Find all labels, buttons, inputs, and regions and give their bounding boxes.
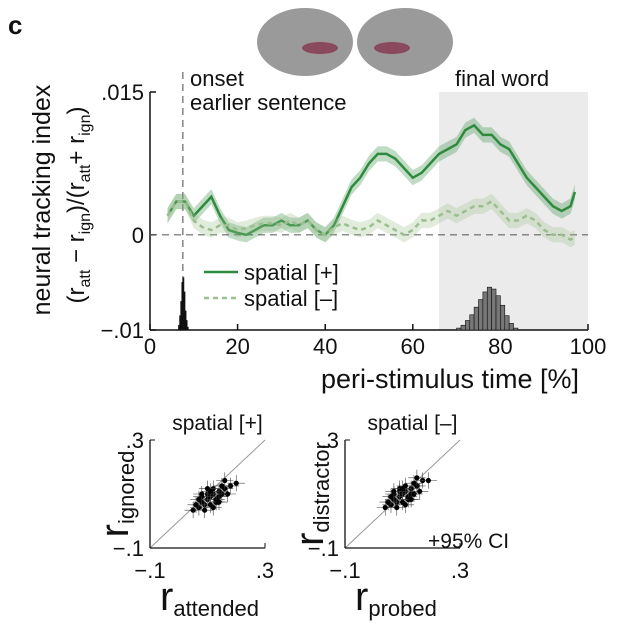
x-tick-label: 60 [401, 334, 425, 359]
y-tick-label: −.1 [308, 536, 339, 561]
y-tick-label: .3 [321, 428, 339, 453]
point [411, 480, 417, 486]
formula-part: + r [63, 136, 90, 165]
point [388, 494, 394, 500]
point [417, 488, 423, 494]
legend-label: spatial [+] [244, 260, 339, 285]
label-sub: ignored [114, 451, 139, 524]
label-main: r [288, 533, 332, 546]
y-tick-label: .015 [101, 80, 144, 105]
histogram-bar [482, 291, 488, 331]
x-tick-label: 0 [144, 334, 156, 359]
annotation: final word [455, 66, 549, 91]
histogram-bar [465, 320, 471, 331]
point [207, 488, 213, 494]
histogram-bar [495, 295, 501, 331]
formula-part: ign [77, 115, 94, 136]
x-tick-label: 40 [313, 334, 337, 359]
y-tick-label: 0 [132, 223, 144, 248]
formula-part: − r [63, 234, 90, 269]
formula-part: ) [63, 107, 90, 115]
point [394, 504, 400, 511]
x-tick-label: −.1 [134, 558, 165, 583]
histogram-bar [491, 288, 497, 331]
x-tick-label: −.1 [329, 558, 360, 583]
histogram-bar [508, 323, 514, 331]
y-axis-label: rdistractor [288, 442, 334, 546]
label-sub: attended [173, 596, 259, 621]
x-tick-label: 20 [225, 334, 249, 359]
point [193, 502, 199, 508]
label-main: r [93, 524, 137, 537]
scatter-title: spatial [–] [368, 412, 458, 435]
point [382, 504, 388, 511]
histogram-bar [486, 286, 492, 331]
annotation: earlier sentence [190, 90, 347, 115]
label-main: r [355, 575, 368, 619]
formula-part: att [77, 269, 94, 287]
point [216, 499, 222, 505]
label-sub: probed [368, 596, 437, 621]
point [219, 483, 225, 489]
x-tick-label: 100 [570, 334, 607, 359]
point [190, 507, 196, 513]
histogram-bar [456, 327, 462, 331]
histogram-bar [504, 315, 510, 331]
formula-part: (r [63, 288, 90, 304]
ci-label: +95% CI [428, 530, 509, 553]
histogram-bar [513, 327, 519, 331]
y-tick-label: −.1 [113, 536, 144, 561]
point [391, 488, 397, 494]
formula-part: att [77, 164, 94, 182]
histogram-bar [469, 314, 475, 331]
x-tick-label: .3 [451, 558, 469, 583]
x-axis-label: rattended [160, 575, 259, 621]
point [385, 499, 391, 505]
point [196, 496, 202, 502]
series-line [166, 123, 577, 237]
point [222, 477, 228, 484]
y-tick-label: −.01 [101, 318, 144, 343]
x-axis-label: rprobed [355, 575, 437, 621]
point [408, 496, 414, 502]
point [202, 507, 208, 513]
annotation: onset [190, 66, 244, 91]
y-axis-label: neural tracking index [28, 84, 56, 315]
x-tick-label: 80 [488, 334, 512, 359]
y-axis-label: rignored [93, 451, 139, 538]
point [225, 491, 231, 497]
point [199, 491, 205, 497]
panel-label: c [8, 10, 22, 40]
x-tick-label: .3 [256, 558, 274, 583]
y-tick-label: .3 [126, 428, 144, 453]
formula-part: ign [77, 213, 94, 234]
x-axis-label: peri-stimulus time [%] [321, 364, 579, 394]
point [399, 486, 406, 492]
series-line [166, 199, 576, 241]
y-axis-formula: (ratt − rign)/(ratt+ rign) [63, 107, 94, 304]
scatter-title: spatial [+] [172, 412, 262, 435]
point [414, 475, 420, 481]
legend-label: spatial [–] [244, 286, 338, 311]
histogram-bar [185, 320, 188, 331]
histogram-bar [186, 326, 189, 331]
histogram-bar [478, 299, 484, 331]
point [402, 502, 408, 508]
brain-icons [257, 8, 453, 76]
histogram-bar [473, 306, 479, 331]
histogram-bar [500, 304, 506, 331]
point [425, 477, 431, 484]
label-sub: distractor [309, 442, 334, 532]
point [210, 504, 216, 511]
histogram-bar [460, 324, 466, 331]
formula-part: )/(r [63, 182, 90, 213]
label-main: r [160, 575, 173, 619]
point [233, 480, 239, 486]
